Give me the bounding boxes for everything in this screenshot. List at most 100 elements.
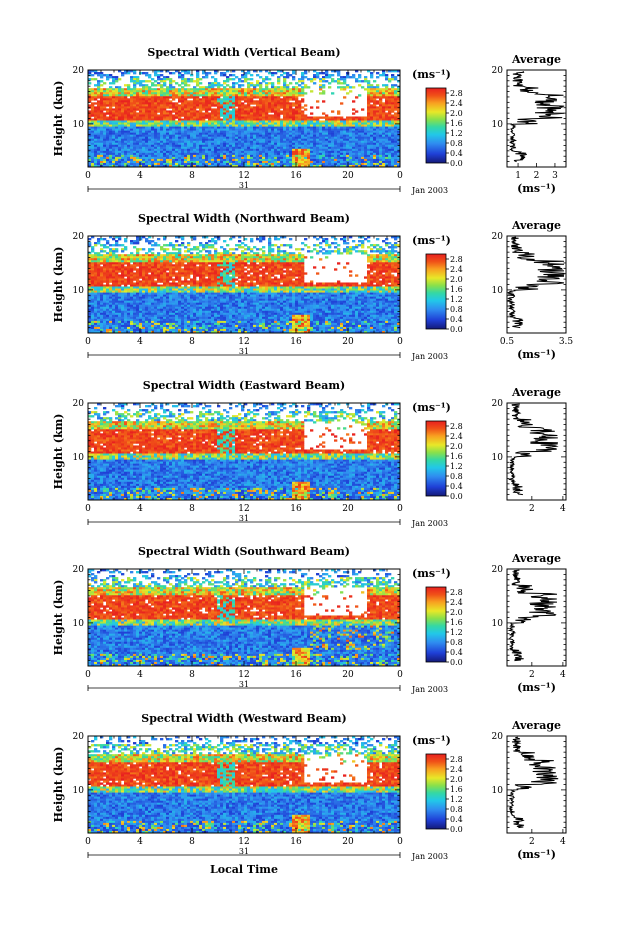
x-tick-label: 20 xyxy=(342,171,354,181)
date-label: Jan 2003 xyxy=(411,186,448,195)
colorbar xyxy=(426,587,446,662)
colorbar-tick-label: 0.4 xyxy=(450,648,463,657)
average-x-tick-label: 4 xyxy=(560,670,566,680)
x-tick-label: 20 xyxy=(342,670,354,680)
colorbar xyxy=(426,254,446,329)
colorbar-tick-label: 0.8 xyxy=(450,139,463,148)
average-x-axis-label: (ms⁻¹) xyxy=(517,681,556,694)
colorbar-tick-label: 0.8 xyxy=(450,472,463,481)
average-x-tick-label: 4 xyxy=(560,504,566,514)
average-x-axis-label: (ms⁻¹) xyxy=(517,182,556,195)
y-axis-label: Height (km) xyxy=(52,580,65,656)
spectral-width-heatmap xyxy=(88,569,400,666)
colorbar-tick-label: 2.4 xyxy=(450,99,463,108)
colorbar-tick-label: 2.4 xyxy=(450,432,463,441)
colorbar xyxy=(426,754,446,829)
colorbar-tick-label: 0.8 xyxy=(450,305,463,314)
average-x-tick-label: 3 xyxy=(552,171,558,181)
x-tick-label: 12 xyxy=(238,670,249,680)
day-label: 31 xyxy=(239,514,249,523)
day-label: 31 xyxy=(239,847,249,856)
colorbar-tick-label: 1.2 xyxy=(450,462,463,471)
colorbar-tick-label: 1.2 xyxy=(450,795,463,804)
x-tick-label: 12 xyxy=(238,171,249,181)
y-axis-label: Height (km) xyxy=(52,414,65,490)
y-tick-label: 10 xyxy=(73,286,85,296)
y-axis-label: Height (km) xyxy=(52,247,65,323)
x-tick-label: 12 xyxy=(238,504,249,514)
colorbar xyxy=(426,88,446,163)
x-tick-label: 16 xyxy=(290,504,302,514)
average-x-tick-label: 2 xyxy=(529,670,535,680)
day-label: 31 xyxy=(239,347,249,356)
colorbar-tick-label: 0.4 xyxy=(450,315,463,324)
x-tick-label: 20 xyxy=(342,504,354,514)
colorbar-tick-label: 2.8 xyxy=(450,755,463,764)
average-title: Average xyxy=(511,552,561,565)
average-y-tick-label: 10 xyxy=(492,120,504,130)
beam-panel: Spectral Width (Southward Beam)2010Heigh… xyxy=(52,545,566,694)
panel-title: Spectral Width (Vertical Beam) xyxy=(147,46,340,59)
colorbar-tick-label: 2.8 xyxy=(450,422,463,431)
colorbar-tick-label: 2.0 xyxy=(450,775,463,784)
panel-title: Spectral Width (Eastward Beam) xyxy=(143,379,345,392)
colorbar-tick-label: 0.0 xyxy=(450,325,463,334)
colorbar-tick-label: 2.4 xyxy=(450,598,463,607)
panel-title: Spectral Width (Northward Beam) xyxy=(138,212,350,225)
colorbar-tick-label: 0.4 xyxy=(450,482,463,491)
average-y-tick-label: 20 xyxy=(492,399,504,409)
average-x-axis-label: (ms⁻¹) xyxy=(517,348,556,361)
average-title: Average xyxy=(511,386,561,399)
colorbar-tick-label: 2.4 xyxy=(450,765,463,774)
average-x-axis-label: (ms⁻¹) xyxy=(517,848,556,861)
colorbar-tick-label: 2.8 xyxy=(450,588,463,597)
x-tick-label: 8 xyxy=(189,504,195,514)
colorbar-tick-label: 2.8 xyxy=(450,89,463,98)
x-tick-label: 8 xyxy=(189,171,195,181)
colorbar-tick-label: 0.4 xyxy=(450,149,463,158)
x-tick-label: 8 xyxy=(189,837,195,847)
spectral-width-heatmap xyxy=(88,70,400,167)
average-y-tick-label: 10 xyxy=(492,786,504,796)
average-y-tick-label: 20 xyxy=(492,66,504,76)
average-x-tick-label: 2 xyxy=(529,504,535,514)
x-tick-label: 0 xyxy=(85,837,91,847)
date-label: Jan 2003 xyxy=(411,519,448,528)
colorbar-tick-label: 0.8 xyxy=(450,638,463,647)
colorbar-tick-label: 1.6 xyxy=(450,452,463,461)
x-tick-label: 4 xyxy=(137,504,143,514)
average-x-tick-label: 3.5 xyxy=(559,337,574,347)
average-title: Average xyxy=(511,219,561,232)
x-tick-label: 16 xyxy=(290,837,302,847)
colorbar-tick-label: 1.2 xyxy=(450,295,463,304)
beam-panel: Spectral Width (Eastward Beam)2010Height… xyxy=(52,379,566,528)
x-tick-label: 0 xyxy=(397,504,403,514)
average-y-tick-label: 20 xyxy=(492,565,504,575)
beam-panel: Spectral Width (Northward Beam) 20 10 Heigh… xyxy=(52,212,573,361)
colorbar-unit: (ms⁻¹) xyxy=(412,567,451,580)
y-axis-label: Height (km) xyxy=(52,81,65,157)
x-tick-label: 0 xyxy=(397,171,403,181)
colorbar-tick-label: 1.2 xyxy=(450,628,463,637)
y-tick-label: 10 xyxy=(73,453,85,463)
average-y-tick-label: 20 xyxy=(492,732,504,742)
spectral-width-heatmap xyxy=(88,236,400,333)
x-tick-label: 8 xyxy=(189,337,195,347)
y-tick-label: 20 xyxy=(73,232,85,242)
average-x-tick-label: 1 xyxy=(515,171,521,181)
y-tick-label: 20 xyxy=(73,66,85,76)
date-label: Jan 2003 xyxy=(411,352,448,361)
y-tick-label: 20 xyxy=(73,399,85,409)
colorbar-tick-label: 1.6 xyxy=(450,285,463,294)
colorbar-tick-label: 2.8 xyxy=(450,255,463,264)
colorbar-tick-label: 1.6 xyxy=(450,618,463,627)
colorbar-tick-label: 1.2 xyxy=(450,129,463,138)
spectral-width-figure: Spectral Width (Vertical Beam)2010Height… xyxy=(0,0,619,929)
beam-panel: Spectral Width (Vertical Beam)2010Height… xyxy=(52,46,566,195)
x-tick-label: 4 xyxy=(137,670,143,680)
spectral-width-heatmap xyxy=(88,403,400,500)
colorbar-tick-label: 2.0 xyxy=(450,275,463,284)
y-tick-label: 20 xyxy=(73,732,85,742)
colorbar-tick-label: 2.0 xyxy=(450,442,463,451)
average-y-tick-label: 10 xyxy=(492,619,504,629)
